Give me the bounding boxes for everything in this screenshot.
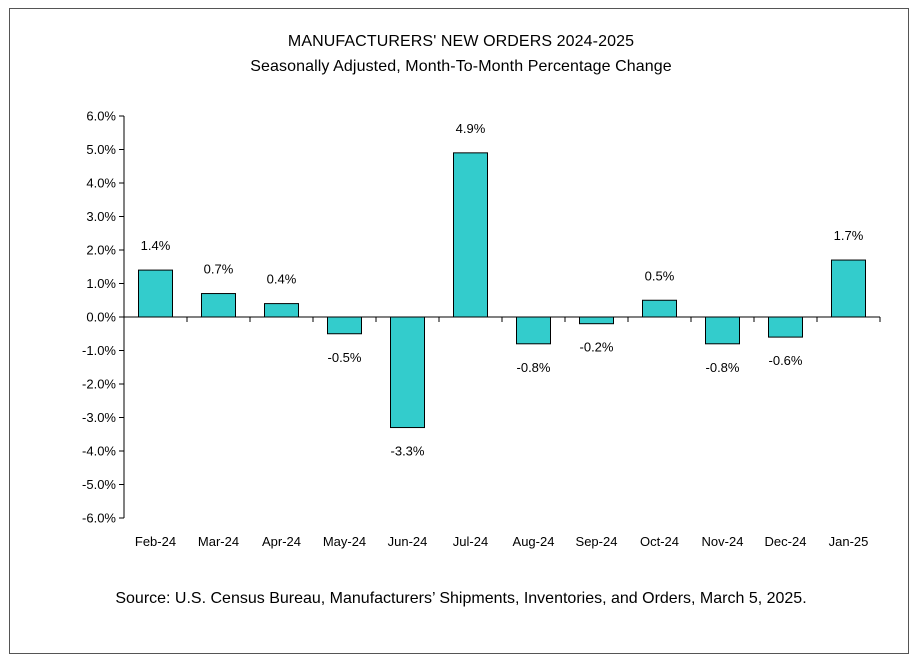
y-tick-label: -6.0% xyxy=(82,511,116,526)
bar xyxy=(831,259,866,318)
bar xyxy=(768,316,803,338)
y-tick-label: -3.0% xyxy=(82,410,116,425)
chart-subtitle: Seasonally Adjusted, Month-To-Month Perc… xyxy=(250,58,672,75)
x-tick-label: Aug-24 xyxy=(513,534,555,549)
data-label: -0.6% xyxy=(769,353,803,368)
x-tick-label: Mar-24 xyxy=(198,534,239,549)
bar xyxy=(327,316,362,335)
y-tick-label: 4.0% xyxy=(86,176,116,191)
source-note: Source: U.S. Census Bureau, Manufacturer… xyxy=(115,590,807,607)
x-tick-label: Sep-24 xyxy=(576,534,618,549)
bar xyxy=(201,293,236,318)
y-tick-label: -1.0% xyxy=(82,343,116,358)
bar xyxy=(138,269,173,318)
x-tick-label: Apr-24 xyxy=(262,534,301,549)
y-tick-label: -5.0% xyxy=(82,477,116,492)
chart-frame xyxy=(9,8,909,654)
bar xyxy=(642,299,677,318)
data-label: 0.4% xyxy=(267,272,297,287)
y-tick-label: -4.0% xyxy=(82,444,116,459)
data-label: 1.7% xyxy=(834,228,864,243)
x-tick-label: Nov-24 xyxy=(702,534,744,549)
data-label: 0.5% xyxy=(645,268,675,283)
x-tick-label: Feb-24 xyxy=(135,534,176,549)
x-tick-label: Oct-24 xyxy=(640,534,679,549)
data-label: -0.2% xyxy=(580,340,614,355)
data-label: 4.9% xyxy=(456,121,486,136)
data-label: -0.8% xyxy=(706,360,740,375)
bar xyxy=(264,303,299,318)
y-tick-label: 1.0% xyxy=(86,276,116,291)
bar xyxy=(453,152,488,318)
y-tick-label: 5.0% xyxy=(86,142,116,157)
y-tick-label: 2.0% xyxy=(86,243,116,258)
y-tick-label: -2.0% xyxy=(82,377,116,392)
bar xyxy=(390,316,425,429)
x-tick-label: Jul-24 xyxy=(453,534,488,549)
chart-title: MANUFACTURERS' NEW ORDERS 2024-2025 xyxy=(287,33,635,50)
x-tick-label: Jun-24 xyxy=(388,534,428,549)
x-tick-label: Jan-25 xyxy=(829,534,869,549)
bar xyxy=(516,316,551,345)
data-label: -0.5% xyxy=(328,350,362,365)
x-tick-label: Dec-24 xyxy=(765,534,807,549)
y-tick-label: 6.0% xyxy=(86,109,116,124)
data-label: -3.3% xyxy=(391,444,425,459)
x-tick-label: May-24 xyxy=(323,534,366,549)
y-tick-label: 0.0% xyxy=(86,310,116,325)
bar xyxy=(579,316,614,325)
bar xyxy=(705,316,740,345)
data-label: 1.4% xyxy=(141,238,171,253)
y-tick-label: 3.0% xyxy=(86,209,116,224)
data-label: 0.7% xyxy=(204,262,234,277)
data-label: -0.8% xyxy=(517,360,551,375)
